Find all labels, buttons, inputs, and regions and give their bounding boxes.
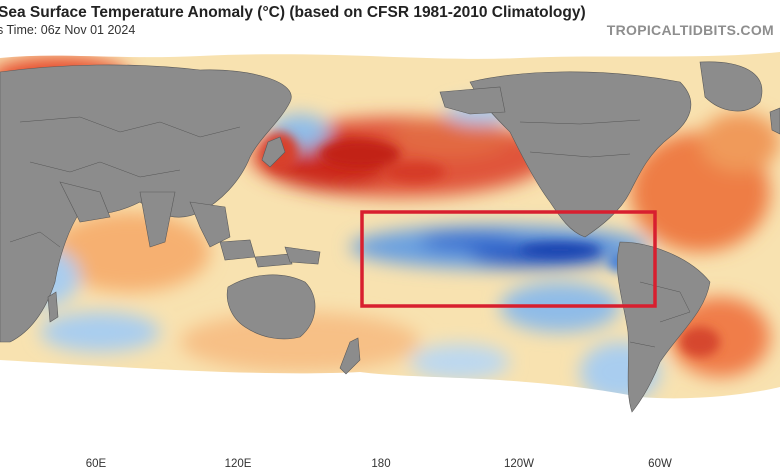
new-guinea	[284, 246, 321, 265]
map-title: Sea Surface Temperature Anomaly (°C) (ba…	[0, 4, 586, 21]
land-masses	[0, 61, 780, 413]
alaska	[439, 86, 506, 115]
map-area	[0, 42, 780, 447]
greenland	[699, 61, 763, 112]
antarctic-sea-ice	[0, 360, 780, 447]
australia	[226, 274, 316, 340]
north-america	[469, 71, 692, 238]
madagascar	[47, 291, 59, 323]
south-america	[617, 241, 711, 413]
tick-label-60w: 60W	[648, 458, 672, 470]
tick-label-120e: 120E	[224, 458, 252, 470]
british-isles	[769, 107, 780, 135]
political-borders	[9, 116, 691, 348]
sst-map-svg	[0, 42, 780, 447]
header: Sea Surface Temperature Anomaly (°C) (ba…	[0, 0, 780, 42]
nino-region-highlight-box	[360, 210, 657, 308]
brand-watermark: TROPICALTIDBITS.COM	[606, 22, 774, 38]
arabian-peninsula	[59, 181, 111, 223]
longitude-axis: 60E 120E 180 120W 60W	[0, 447, 780, 470]
arctic-sea-ice	[0, 42, 780, 59]
tick-label-180: 180	[371, 458, 391, 470]
tick-label-120w: 120W	[503, 458, 535, 470]
india	[139, 191, 176, 248]
indonesia	[219, 239, 293, 268]
new-zealand	[339, 337, 361, 375]
map-subtitle: s Time: 06z Nov 01 2024	[0, 23, 136, 37]
tick-label-60e: 60E	[85, 458, 107, 470]
japan	[261, 136, 286, 168]
